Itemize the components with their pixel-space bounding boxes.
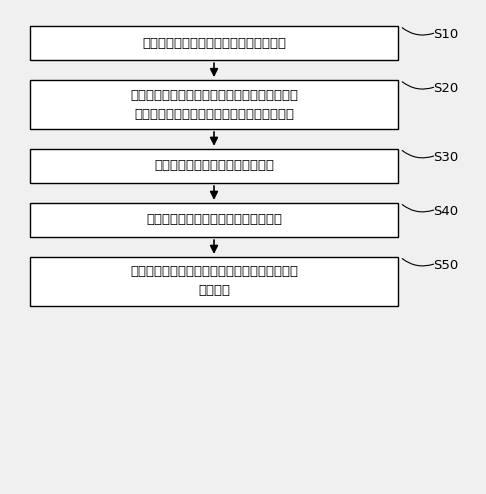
- FancyBboxPatch shape: [31, 257, 398, 306]
- FancyBboxPatch shape: [31, 203, 398, 237]
- Text: S40: S40: [434, 205, 458, 218]
- Text: S30: S30: [434, 151, 459, 164]
- FancyBboxPatch shape: [31, 26, 398, 60]
- Text: 对各个图像块的重合区域进行融合处理: 对各个图像块的重合区域进行融合处理: [146, 213, 282, 226]
- Text: 将重合区域融合后的各个图像块组合成一个总的
图像输出: 将重合区域融合后的各个图像块组合成一个总的 图像输出: [130, 265, 298, 297]
- Text: 实时获取需要显示的左眼图像和右眼图像: 实时获取需要显示的左眼图像和右眼图像: [142, 37, 286, 49]
- Text: S10: S10: [434, 29, 459, 41]
- Text: S20: S20: [434, 82, 459, 95]
- Text: S50: S50: [434, 259, 459, 272]
- FancyBboxPatch shape: [31, 149, 398, 183]
- FancyBboxPatch shape: [31, 80, 398, 129]
- Text: 计算各个图像块的重合区域的大小: 计算各个图像块的重合区域的大小: [154, 160, 274, 172]
- Text: 根据所述左眼图像和右眼图像的分辨率，分别将
左眼图像和右眼图像拆分成预定数量的图像块: 根据所述左眼图像和右眼图像的分辨率，分别将 左眼图像和右眼图像拆分成预定数量的图…: [130, 88, 298, 121]
